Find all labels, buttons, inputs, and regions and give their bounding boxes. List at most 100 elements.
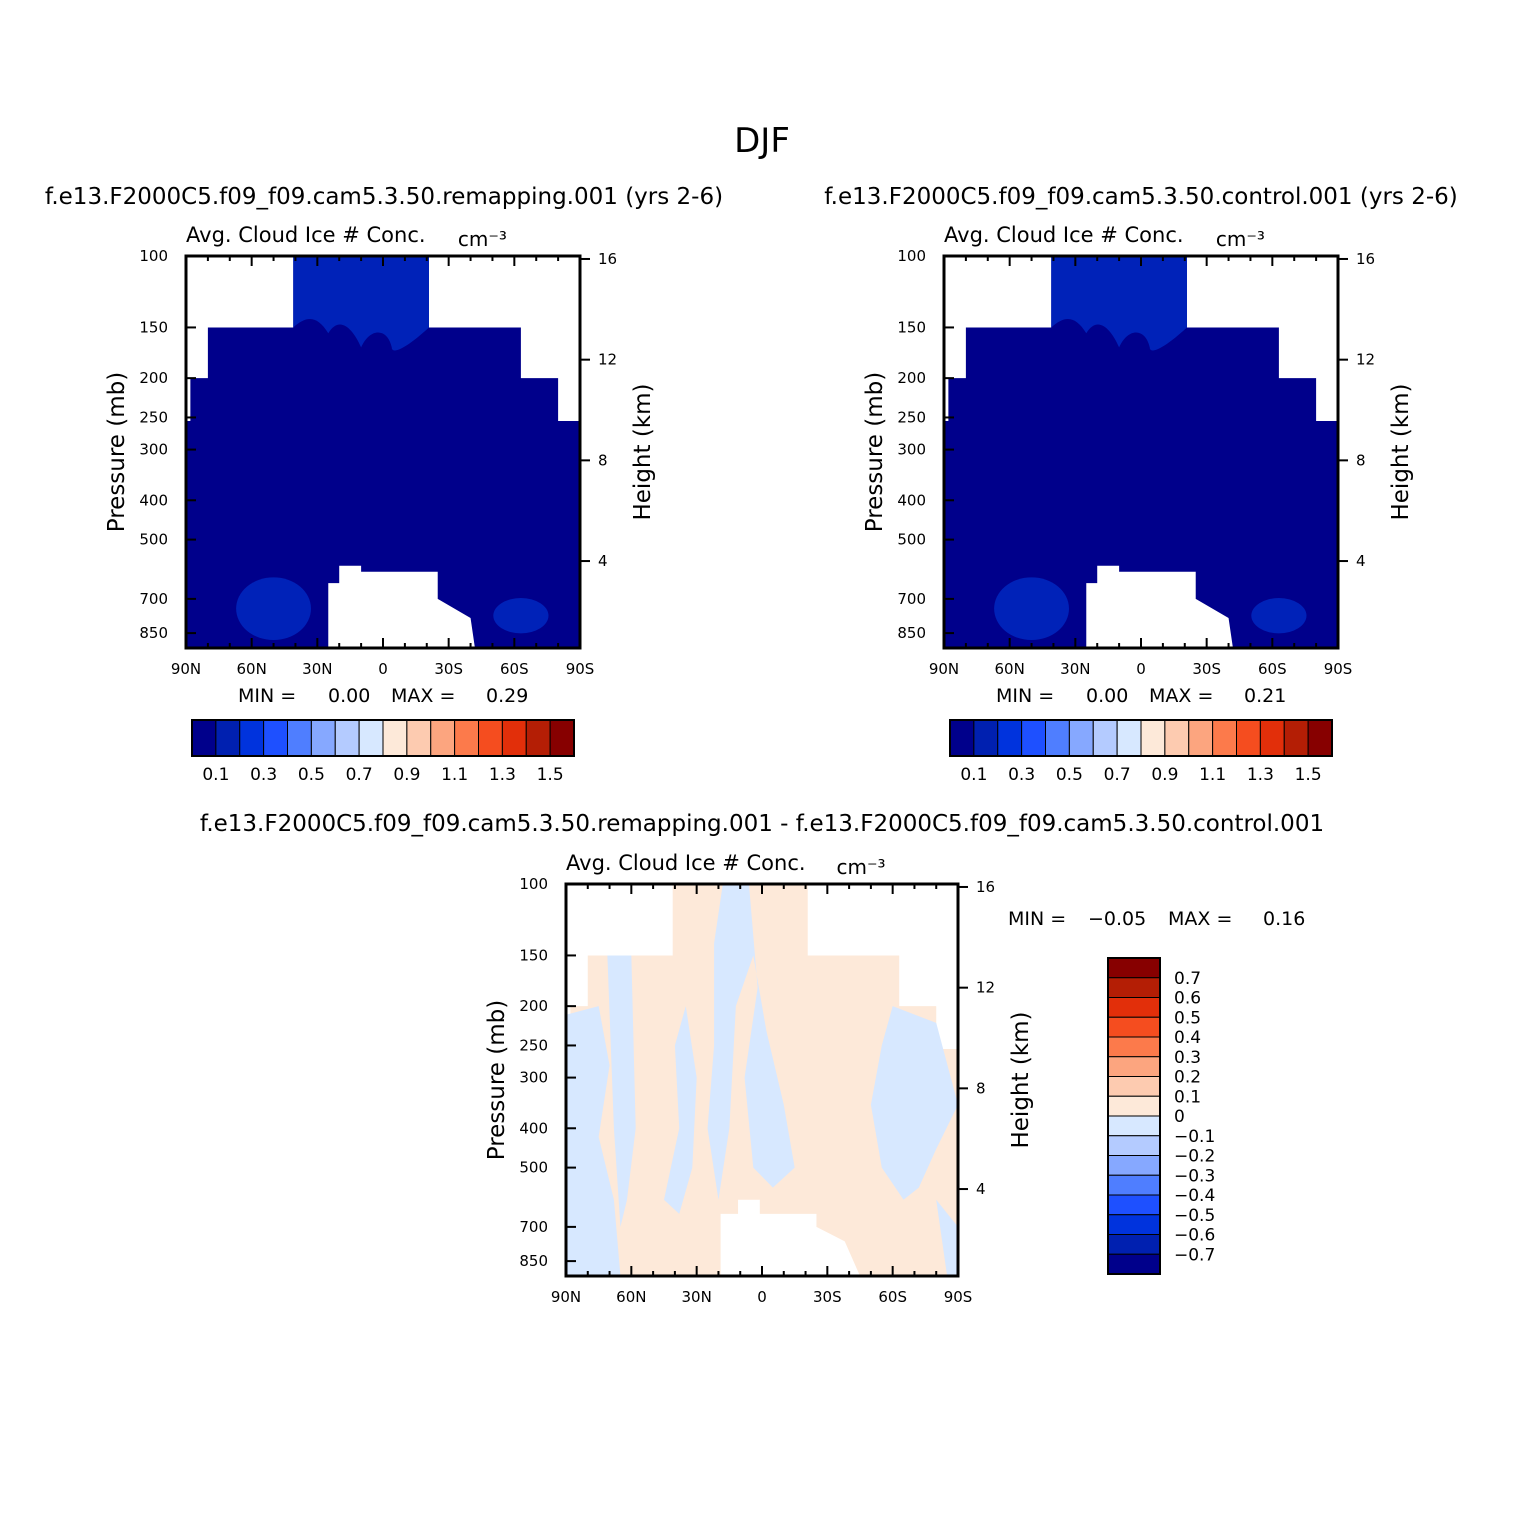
colorbar-swatch	[1107, 1155, 1161, 1176]
colorbar-label: 0.5	[298, 765, 325, 785]
colorbar-swatch	[1107, 1234, 1161, 1255]
y2-axis-label: Height (km)	[1008, 1011, 1034, 1148]
x-tick-label: 60N	[616, 1288, 646, 1306]
colorbar-swatch	[1068, 719, 1094, 757]
upper-ice-plume	[1051, 256, 1187, 351]
colorbar-label: 0.1	[202, 765, 229, 785]
y-tick-label: 400	[897, 491, 926, 509]
y-tick-label: 200	[519, 997, 548, 1015]
figure-title: DJF	[734, 121, 790, 161]
x-tick-label: 30S	[1192, 660, 1221, 678]
x-tick-label: 60S	[1258, 660, 1287, 678]
lower-blob-south	[493, 598, 549, 634]
colorbar-swatch	[1140, 719, 1166, 757]
plot-units: cm⁻³	[836, 855, 885, 879]
max-label: MAX =	[1149, 685, 1213, 707]
colorbar-swatch	[406, 719, 432, 757]
colorbar-swatch	[1164, 719, 1190, 757]
y2-tick-label: 12	[1356, 351, 1375, 369]
colorbar-label: 0.9	[1151, 765, 1178, 785]
colorbar-swatch	[501, 719, 527, 757]
colorbar-swatch	[1092, 719, 1118, 757]
field-remapping	[186, 256, 580, 648]
colorbar-label: 0.4	[1174, 1028, 1201, 1048]
field-difference	[566, 884, 958, 1276]
x-tick-label: 60N	[237, 660, 267, 678]
colorbar-swatch	[334, 719, 360, 757]
colorbar-label: 1.5	[1295, 765, 1322, 785]
colorbar-swatch	[1107, 1056, 1161, 1077]
y-tick-label: 500	[139, 531, 168, 549]
plot-units: cm⁻³	[1216, 227, 1265, 251]
plot-subtitle: Avg. Cloud Ice # Conc.	[566, 851, 806, 875]
plot-subtitle: Avg. Cloud Ice # Conc.	[944, 223, 1184, 247]
colorbar-swatch	[358, 719, 384, 757]
max-label: MAX =	[391, 685, 455, 707]
x-tick-label: 30S	[813, 1288, 842, 1306]
y2-tick-label: 4	[976, 1180, 986, 1198]
y-tick-label: 200	[897, 369, 926, 387]
colorbar-swatch	[1045, 719, 1070, 757]
y2-axis-label: Height (km)	[1388, 383, 1414, 520]
colorbar-label: 1.3	[1247, 765, 1274, 785]
y-tick-label: 700	[897, 590, 926, 608]
max-value: 0.21	[1244, 685, 1286, 707]
colorbar-swatch	[1259, 719, 1285, 757]
y-tick-label: 150	[897, 318, 926, 336]
lower-blob-south	[1251, 598, 1307, 634]
colorbar-label: 0.5	[1056, 765, 1083, 785]
y-tick-label: 700	[139, 590, 168, 608]
x-tick-label: 60S	[500, 660, 529, 678]
x-tick-label: 60N	[995, 660, 1025, 678]
x-tick-label: 30N	[1060, 660, 1090, 678]
max-label: MAX =	[1168, 908, 1232, 930]
x-tick-label: 0	[757, 1288, 767, 1306]
x-tick-label: 0	[1136, 660, 1146, 678]
colorbar-label: −0.7	[1174, 1245, 1215, 1265]
y-tick-label: 100	[139, 247, 168, 265]
colorbar-swatch	[1107, 1016, 1161, 1038]
colorbar-swatch	[1107, 1174, 1161, 1196]
colorbar-label: 0.7	[1174, 969, 1201, 989]
lower-blob-north	[994, 577, 1069, 641]
colorbar-swatch	[1021, 719, 1046, 757]
y-tick-label: 850	[897, 624, 926, 642]
colorbar-label: 0.7	[1104, 765, 1131, 785]
colorbar-label: 0.2	[1174, 1068, 1201, 1088]
colorbar-swatch	[1107, 957, 1161, 979]
colorbar-label: 0.9	[393, 765, 420, 785]
colorbar-swatch	[1107, 1115, 1161, 1137]
colorbar-swatch	[191, 719, 217, 757]
colorbar-swatch	[287, 719, 312, 757]
colorbar-swatch	[1283, 719, 1309, 757]
colorbar-swatch	[1107, 1253, 1161, 1275]
y-tick-label: 150	[519, 946, 548, 964]
field-region	[186, 256, 580, 648]
x-tick-label: 90S	[1324, 660, 1353, 678]
field-control	[944, 256, 1338, 648]
colorbar-swatch	[1307, 719, 1333, 757]
lower-blob-north	[236, 577, 311, 641]
colorbar-swatch	[949, 719, 975, 757]
min-value: 0.00	[328, 685, 370, 707]
y-tick-label: 850	[139, 624, 168, 642]
x-tick-label: 90N	[171, 660, 201, 678]
colorbar-label: 0.1	[960, 765, 987, 785]
colorbar-label: 0.3	[1174, 1048, 1201, 1068]
diff-negative-region	[936, 1199, 958, 1276]
y2-tick-label: 4	[1356, 552, 1366, 570]
y2-tick-label: 8	[598, 451, 608, 469]
colorbar-swatch	[1107, 1214, 1161, 1235]
field-region	[944, 256, 1338, 648]
colorbar-swatch	[382, 719, 408, 757]
upper-ice-plume	[293, 256, 429, 351]
y2-tick-label: 4	[598, 552, 608, 570]
y-tick-label: 200	[139, 369, 168, 387]
right-panel-title: f.e13.F2000C5.f09_f09.cam5.3.50.control.…	[824, 184, 1458, 210]
y2-tick-label: 8	[1356, 451, 1366, 469]
no-data-surface	[328, 565, 475, 648]
colorbar-swatch	[997, 719, 1023, 757]
y-tick-label: 700	[519, 1218, 548, 1236]
min-value: −0.05	[1088, 908, 1146, 930]
colorbar-label: 0.1	[1174, 1087, 1201, 1107]
